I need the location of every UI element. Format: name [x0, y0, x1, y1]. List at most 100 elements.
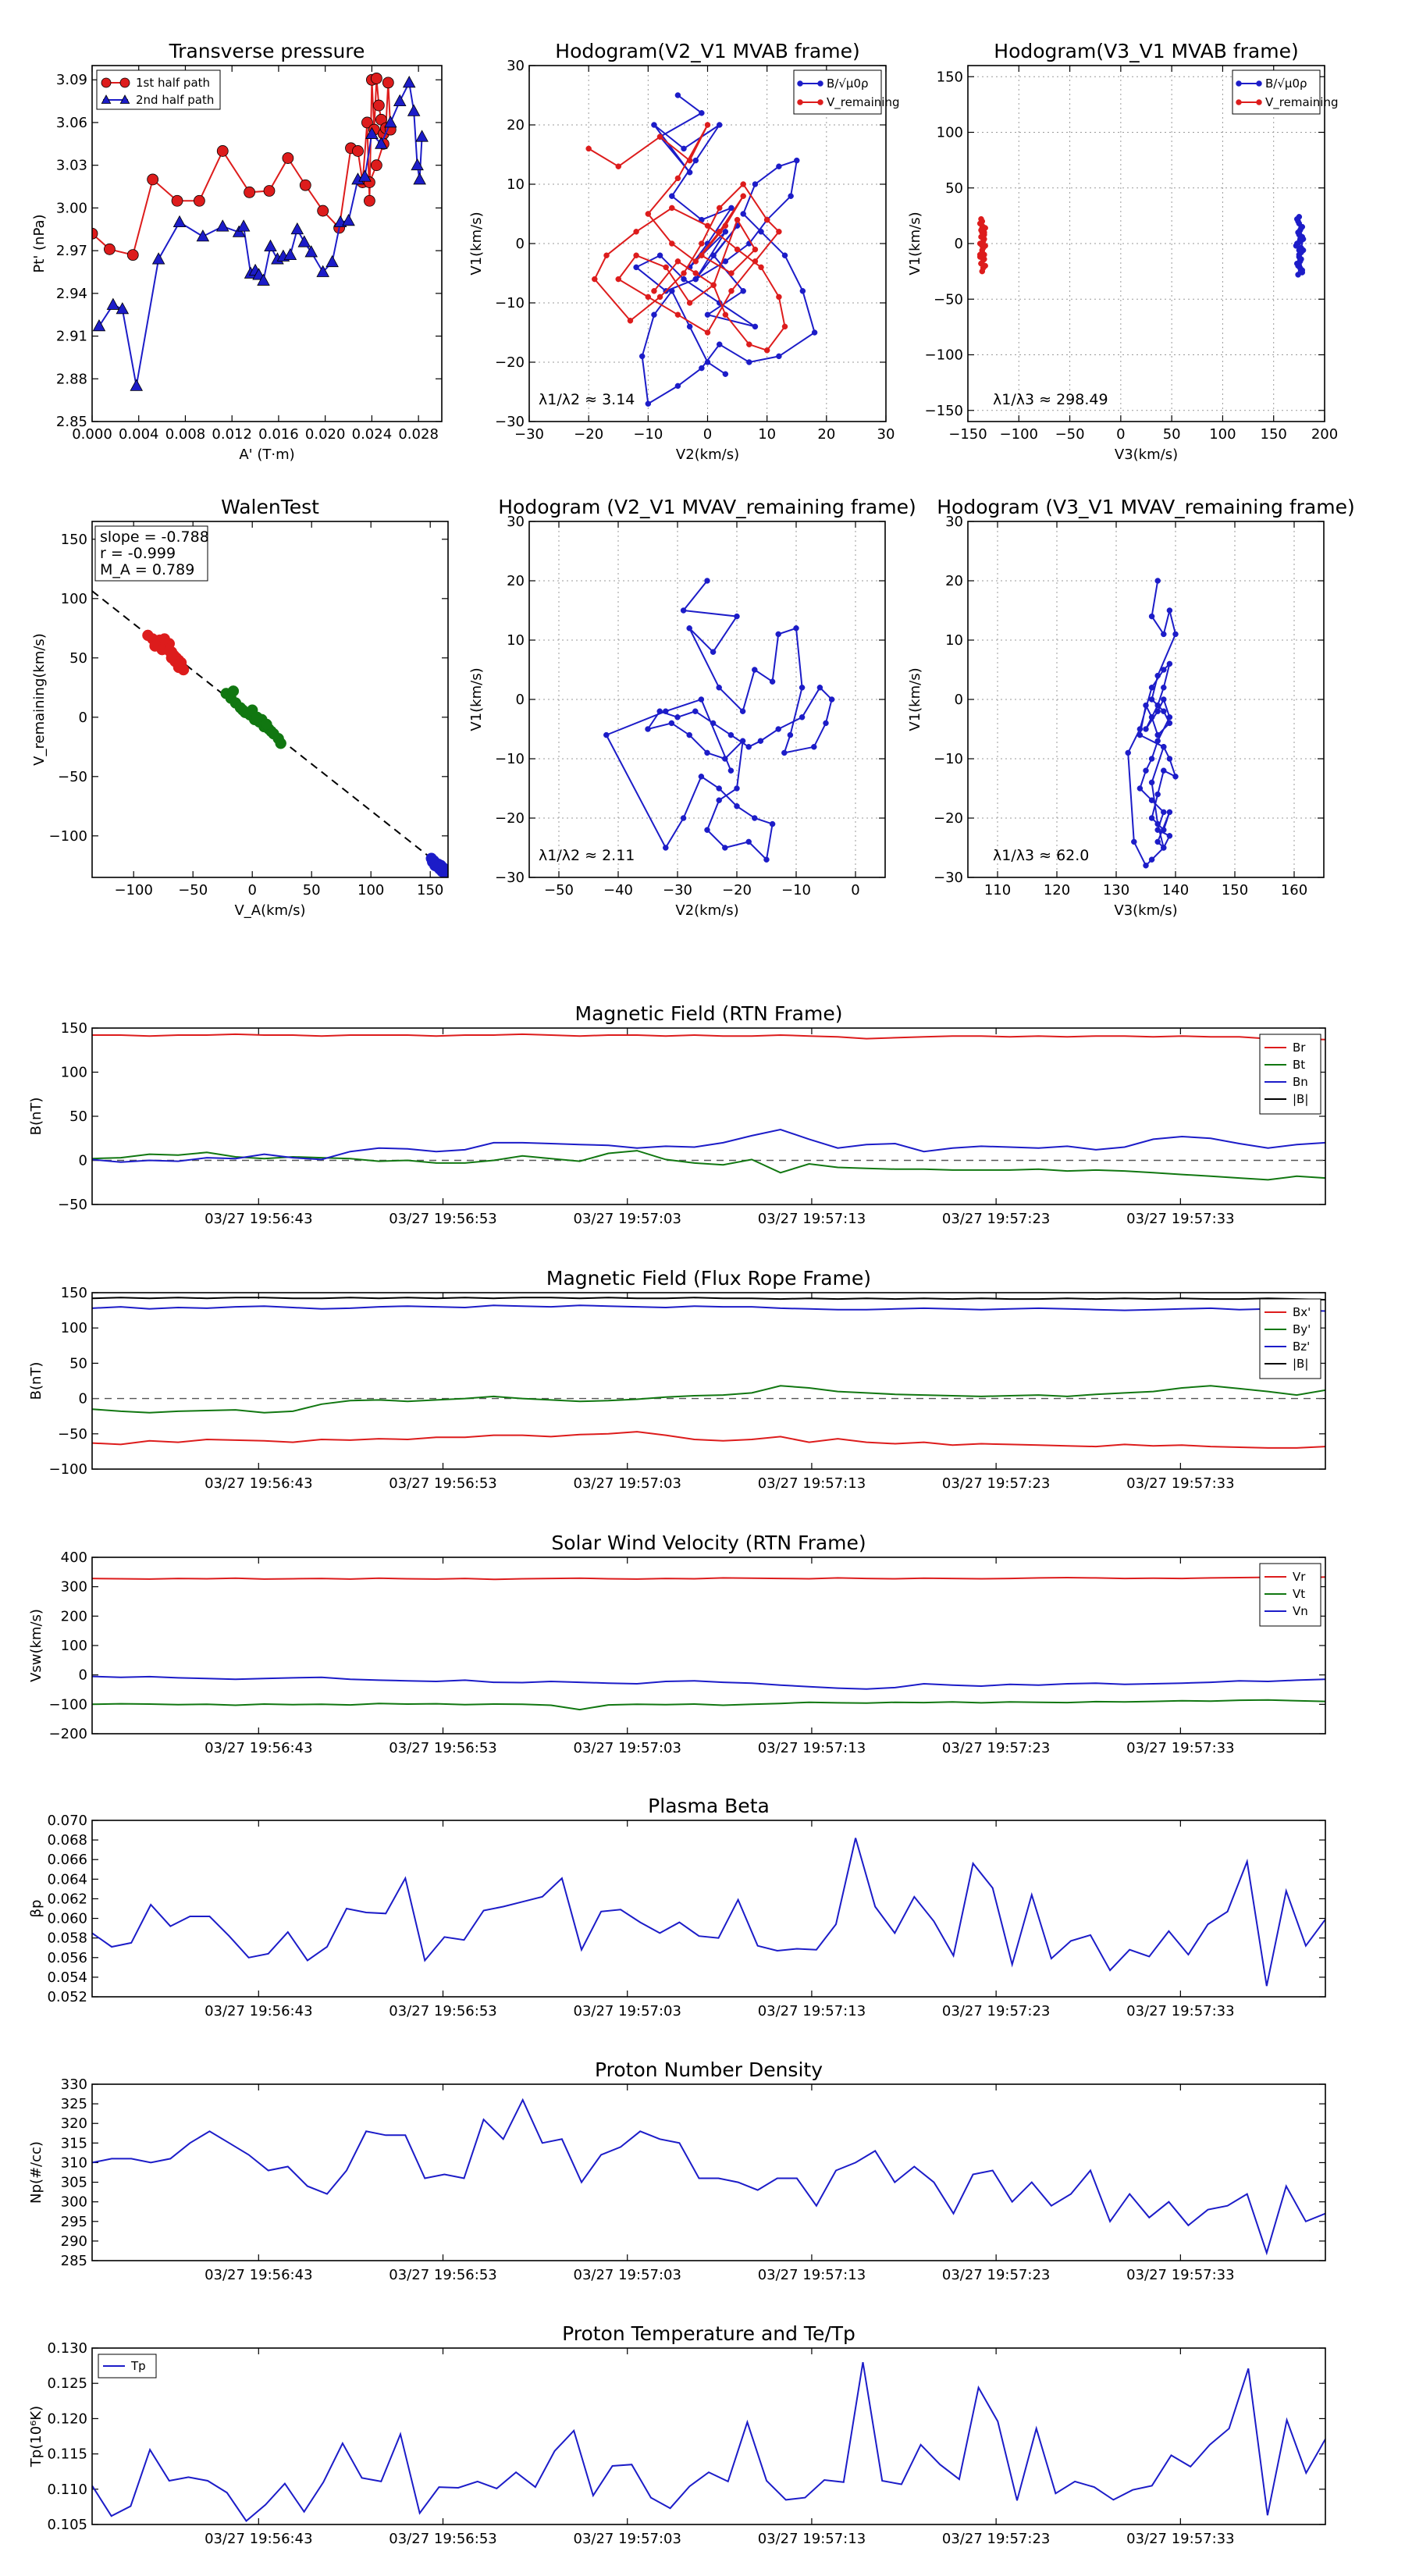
- plot-area-mag_fr: [92, 1297, 1325, 1449]
- data-point: [728, 270, 735, 276]
- data-point: [656, 252, 663, 258]
- data-point: [674, 175, 681, 182]
- x-tick-label: 03/27 19:56:43: [205, 2267, 312, 2283]
- data-point: [663, 708, 669, 714]
- x-tick-label: 0.024: [352, 426, 393, 443]
- data-point: [746, 341, 752, 347]
- data-point: [415, 130, 429, 142]
- data-point: [352, 145, 364, 157]
- data-point: [263, 185, 276, 197]
- plot-area-np: [92, 2097, 1325, 2256]
- data-point: [681, 145, 687, 152]
- legend-label: Bz': [1293, 1340, 1310, 1354]
- data-point: [1148, 685, 1155, 691]
- data-point: [645, 211, 652, 217]
- data-point: [734, 785, 740, 792]
- series-line-Vr: [92, 1576, 1325, 1581]
- data-point: [663, 845, 669, 851]
- data-point: [261, 718, 272, 731]
- legend-label: By': [1293, 1322, 1311, 1336]
- legend-marker: [797, 80, 803, 87]
- data-point: [716, 797, 722, 803]
- series-pt-1: [92, 76, 429, 391]
- data-point: [1148, 856, 1155, 863]
- data-point: [92, 318, 106, 332]
- data-point: [681, 270, 687, 276]
- data-point: [669, 240, 675, 247]
- data-point: [283, 247, 297, 260]
- data-point: [704, 311, 711, 318]
- data-point: [692, 270, 699, 276]
- data-point: [692, 258, 699, 265]
- legend-marker: [1256, 80, 1262, 87]
- plot-area-hodo3: [603, 578, 835, 863]
- data-point: [402, 76, 416, 88]
- plot-frame: [91, 1557, 1326, 1735]
- data-point: [1154, 738, 1161, 744]
- data-point: [656, 133, 663, 140]
- plot-frame: [91, 2083, 1326, 2261]
- y-tick-label: 0.056: [47, 1950, 87, 1966]
- data-point: [704, 122, 711, 128]
- data-point: [1143, 726, 1149, 732]
- y-tick-label: 50: [69, 1355, 87, 1372]
- y-axis-label: Np(#/cc): [28, 2141, 44, 2204]
- plot-frame: [91, 2347, 1326, 2525]
- data-point: [1148, 815, 1155, 821]
- series-hodo4-0: [1125, 578, 1179, 869]
- data-point: [441, 869, 448, 877]
- plot-area-hodo4: [1125, 578, 1179, 869]
- y-tick-label: −50: [58, 769, 87, 785]
- data-point: [776, 353, 782, 360]
- y-tick-label: −100: [925, 347, 963, 364]
- data-point: [776, 163, 782, 169]
- x-tick-label: 03/27 19:56:53: [389, 1740, 496, 1756]
- x-tick-label: 03/27 19:57:03: [574, 1211, 681, 1227]
- y-tick-label: −200: [49, 1726, 87, 1742]
- x-tick-label: 120: [1044, 882, 1070, 898]
- x-tick-label: −50: [1055, 426, 1085, 443]
- data-point: [1148, 756, 1155, 762]
- y-tick-label: 0: [955, 236, 963, 252]
- y-tick-label: −20: [495, 354, 525, 371]
- data-point: [728, 205, 735, 212]
- data-point: [769, 678, 776, 685]
- data-point: [734, 803, 740, 809]
- data-point: [147, 173, 159, 186]
- panel-beta: 03/27 19:56:43 03/27 19:56:53 03/27 19:57:…: [28, 1795, 1326, 2019]
- data-point: [1166, 607, 1173, 614]
- data-point: [633, 252, 639, 258]
- data-point: [816, 685, 823, 691]
- data-point: [384, 116, 397, 128]
- data-point: [215, 219, 229, 232]
- data-point: [686, 731, 692, 738]
- data-point: [979, 229, 986, 236]
- x-tick-label: 03/27 19:57:03: [574, 1475, 681, 1492]
- data-point: [799, 288, 806, 294]
- data-point: [126, 249, 139, 261]
- x-tick-label: 03/27 19:56:53: [389, 1475, 496, 1492]
- x-tick-label: 150: [1261, 426, 1287, 443]
- data-point: [752, 667, 758, 673]
- data-point: [794, 157, 800, 164]
- x-tick-label: 03/27 19:57:13: [758, 2531, 866, 2547]
- x-tick-label: 03/27 19:57:13: [758, 1740, 866, 1756]
- legend-marker: [1236, 99, 1242, 105]
- chart-title: Plasma Beta: [648, 1795, 770, 1817]
- x-axis-label: V3(km/s): [1115, 447, 1178, 463]
- data-point: [722, 371, 729, 377]
- data-point: [1161, 827, 1167, 833]
- data-point: [615, 163, 621, 169]
- x-axis-label: A' (T·m): [239, 447, 294, 463]
- data-point: [728, 288, 735, 294]
- data-point: [325, 254, 339, 268]
- y-tick-label: 0.064: [47, 1871, 87, 1888]
- data-point: [638, 353, 646, 360]
- y-tick-label: 30: [945, 514, 963, 530]
- x-tick-label: 100: [357, 882, 384, 898]
- y-axis-label: Vsw(km/s): [28, 1609, 44, 1682]
- x-tick-label: 03/27 19:57:03: [574, 2531, 681, 2547]
- x-tick-label: 160: [1281, 882, 1307, 898]
- data-point: [727, 767, 735, 774]
- data-point: [716, 122, 723, 128]
